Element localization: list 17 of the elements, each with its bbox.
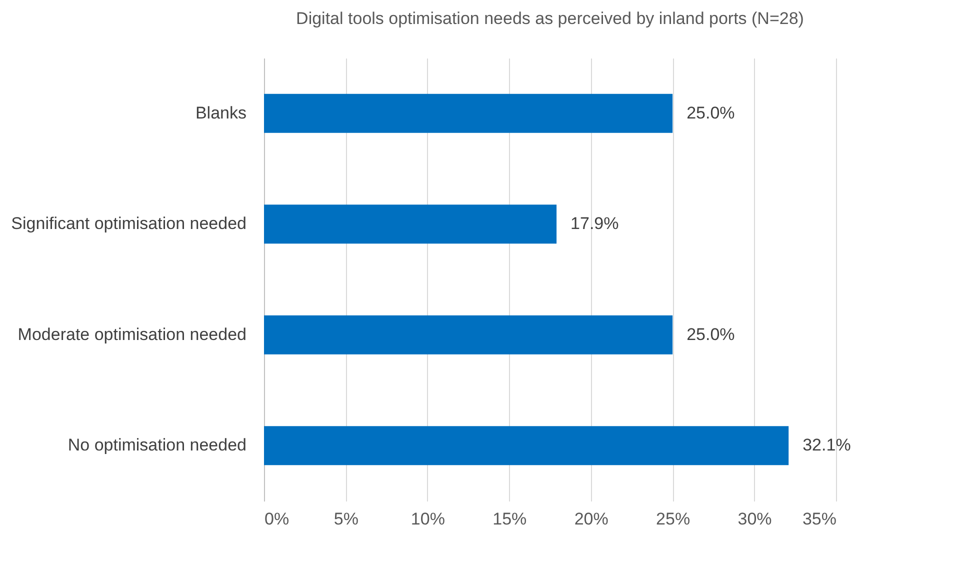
y-tick-label: No optimisation needed <box>68 436 246 455</box>
x-tick-label: 35% <box>802 510 836 528</box>
x-tick-label: 5% <box>334 510 359 528</box>
data-label: 25.0% <box>686 324 735 344</box>
y-tick-label: Blanks <box>195 103 246 122</box>
data-label: 17.9% <box>570 214 619 234</box>
chart-title: Digital tools optimisation needs as perceived by inland ports (N=28) <box>296 9 804 28</box>
x-tick-label: 10% <box>410 510 445 528</box>
x-tick-label: 30% <box>738 510 772 528</box>
data-label: 32.1% <box>802 436 851 455</box>
x-tick-label: 25% <box>656 510 690 528</box>
y-tick-label: Moderate optimisation needed <box>18 324 246 344</box>
x-tick-label: 0% <box>264 510 290 528</box>
x-tick-label: 15% <box>492 510 527 528</box>
data-label: 25.0% <box>686 103 735 122</box>
y-tick-label: Significant optimisation needed <box>11 214 246 234</box>
x-tick-label: 20% <box>574 510 608 528</box>
